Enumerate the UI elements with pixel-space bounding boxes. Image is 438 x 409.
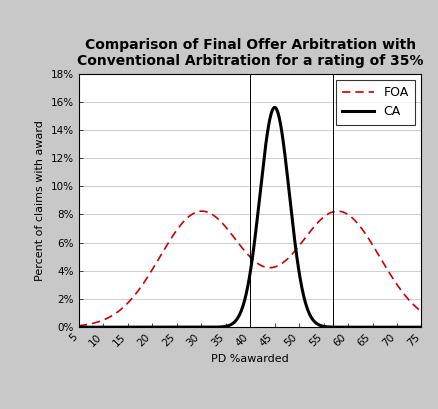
Y-axis label: Percent of claims with award: Percent of claims with award (35, 120, 46, 281)
Title: Comparison of Final Offer Arbitration with
Conventional Arbitration for a rating: Comparison of Final Offer Arbitration wi… (77, 38, 423, 68)
X-axis label: PD %awarded: PD %awarded (211, 354, 289, 364)
Legend: FOA, CA: FOA, CA (336, 80, 414, 125)
